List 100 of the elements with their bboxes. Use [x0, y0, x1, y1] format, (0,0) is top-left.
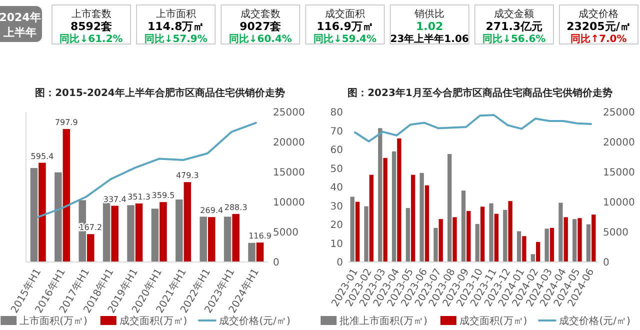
- card: 成交价格 23205元/㎡ 同比↑7.0%: [559, 4, 638, 45]
- y-tick-label: 40: [330, 182, 343, 194]
- y-tick-label: 30: [330, 201, 343, 212]
- data-label: 359.5: [152, 191, 175, 200]
- bar: [38, 162, 46, 262]
- bar: [369, 174, 374, 262]
- legend-label: 批准上市面积(万㎡): [340, 315, 428, 327]
- y-tick-label: 10: [330, 238, 343, 250]
- card: 上市面积 114.8万㎡ 同比↓57.9%: [136, 4, 216, 45]
- bar: [448, 154, 452, 262]
- card: 成交金额 271.3亿元 同比↓56.6%: [474, 4, 554, 45]
- data-label: 288.3: [224, 202, 248, 212]
- bar: [151, 208, 159, 262]
- bar: [578, 218, 582, 262]
- bar: [127, 205, 134, 262]
- legend-label: 成交价格(元/㎡): [559, 315, 630, 327]
- data-label: 479.3: [176, 171, 199, 180]
- chart-title: 图：2023年1月至今合肥市区商品住宅商品住宅供销价走势: [348, 87, 612, 99]
- data-label: 351.3: [128, 192, 150, 202]
- bar: [424, 185, 430, 262]
- bar: [592, 214, 596, 262]
- bar: [406, 208, 410, 262]
- y2-tick-label: 15000: [273, 168, 305, 178]
- bar: [350, 196, 354, 262]
- bar: [572, 219, 577, 262]
- bar: [62, 129, 70, 262]
- y-tick-label: 50: [330, 164, 343, 175]
- y2-tick-label: 5000: [273, 228, 298, 238]
- bar: [434, 228, 438, 262]
- legend-label: 成交价格(元/㎡): [219, 315, 290, 327]
- legend-label: 成交面积(万㎡): [119, 315, 188, 327]
- y2-tick-label: 0: [603, 258, 610, 268]
- bar: [536, 242, 540, 262]
- bar: [378, 128, 382, 262]
- y2-tick-label: 20000: [273, 138, 305, 148]
- y2-tick-label: 5000: [603, 228, 628, 238]
- bar: [489, 203, 494, 262]
- bar: [111, 206, 118, 262]
- bar: [135, 203, 143, 262]
- y2-tick-label: 25000: [603, 108, 635, 118]
- bar: [392, 151, 396, 262]
- bar: [364, 206, 368, 262]
- bar: [530, 254, 535, 262]
- bar: [544, 228, 549, 262]
- legend-label: 上市面积(万㎡): [20, 315, 88, 327]
- bar: [586, 224, 591, 262]
- data-label: 595.4: [30, 152, 54, 161]
- bar: [224, 216, 232, 262]
- chart-title: 图：2015-2024年上半年合肥市区商品住宅供销价走势: [35, 87, 285, 99]
- bar: [503, 210, 508, 262]
- y-tick-label: 70: [330, 126, 343, 138]
- card: 成交套数 9027套 同比↓60.4%: [220, 4, 300, 45]
- bar: [475, 224, 480, 262]
- y2-tick-label: 10000: [603, 198, 635, 208]
- bar: [248, 242, 256, 262]
- bar: [550, 228, 554, 262]
- y2-tick-label: 20000: [603, 138, 635, 148]
- bar: [355, 202, 360, 262]
- bar: [480, 206, 485, 262]
- card: 上市套数 8592套 同比↓61.2%: [52, 4, 131, 45]
- bar: [200, 216, 207, 262]
- bar: [87, 234, 94, 262]
- bar: [184, 182, 192, 262]
- legend-label: 成交面积(万㎡): [459, 315, 528, 327]
- bar: [256, 242, 264, 262]
- bar: [232, 214, 240, 262]
- bar: [516, 231, 522, 262]
- card: 销供比 1.02 23年上半年1.06: [390, 4, 470, 45]
- bar: [558, 202, 563, 262]
- bar: [522, 236, 526, 262]
- y2-tick-label: 25000: [273, 108, 305, 118]
- bar: [30, 168, 38, 262]
- bar: [54, 172, 62, 262]
- line-series: [354, 114, 592, 142]
- bar: [208, 217, 216, 262]
- card: 成交面积 116.9万㎡ 同比↓59.4%: [305, 4, 385, 45]
- bar: [508, 201, 512, 262]
- bar: [466, 211, 471, 262]
- y-tick-label: 60: [330, 145, 343, 156]
- bar: [494, 214, 498, 262]
- data-label: 269.4: [200, 206, 224, 216]
- bar: [452, 217, 457, 262]
- bar: [564, 217, 568, 262]
- bar: [176, 200, 183, 262]
- y2-tick-label: 10000: [273, 198, 305, 208]
- y2-tick-label: 15000: [603, 168, 635, 178]
- y-tick-label: 0: [336, 258, 343, 268]
- bar: [383, 158, 388, 262]
- y-tick-label: 80: [330, 108, 343, 118]
- badge: 2024年 上半年: [0, 6, 42, 42]
- bar: [411, 174, 416, 262]
- bar: [420, 172, 424, 262]
- data-label: 116.9: [248, 232, 272, 241]
- bar: [160, 202, 167, 262]
- bar: [397, 138, 402, 262]
- bar: [461, 190, 466, 262]
- bar: [438, 219, 443, 262]
- y2-tick-label: 0: [273, 258, 280, 268]
- data-label: 797.9: [54, 118, 78, 128]
- y-tick-label: 20: [330, 220, 343, 231]
